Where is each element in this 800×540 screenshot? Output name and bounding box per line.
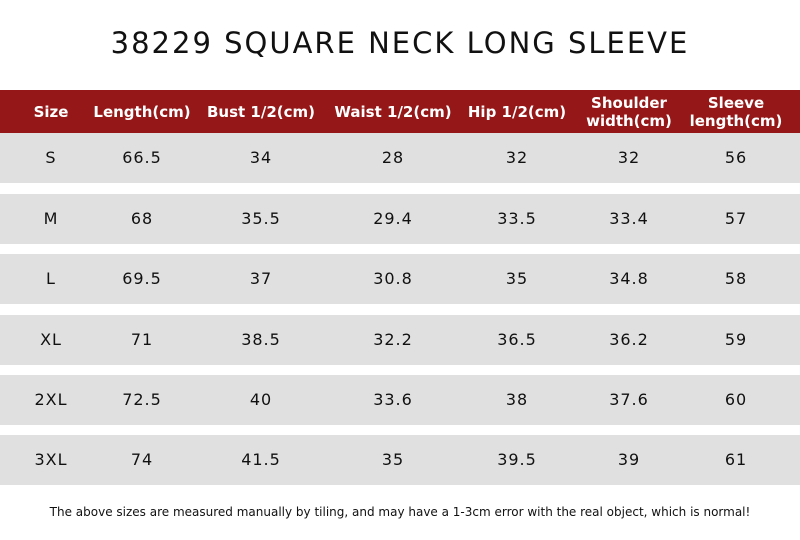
measurement-cell: 68 (130, 209, 154, 228)
size-cell: 2XL (34, 390, 68, 409)
column-header-text: Length(cm) (93, 102, 191, 121)
column-header-text: width(cm) (586, 111, 672, 130)
measurement-cell: 33.6 (373, 390, 413, 409)
column-header: Sleeve length(cm) (690, 94, 783, 130)
table-row: S 66.5 34 28 32 32 56 (0, 133, 800, 183)
table-row: 2XL 72.5 40 33.6 38 37.6 60 (0, 375, 800, 425)
measurement-cell: 72.5 (122, 390, 162, 409)
measurement-cell: 39 (617, 450, 641, 469)
measurement-cell: 35 (381, 450, 405, 469)
measurement-cell: 37 (249, 269, 273, 288)
column-header-text: Size (33, 102, 69, 121)
measurement-cell: 30.8 (373, 269, 413, 288)
column-header: Length(cm) (93, 103, 190, 121)
measurement-cell: 32 (617, 148, 641, 167)
measurement-cell: 38.5 (241, 330, 281, 349)
measurement-cell: 74 (130, 450, 154, 469)
column-header-text: Hip 1/2(cm) (467, 102, 567, 121)
column-header-text: Sleeve (707, 93, 765, 112)
table-header: Size Length(cm) Bust 1/2(cm) Waist 1/2(cm) H… (0, 90, 800, 133)
column-header: Size (34, 103, 69, 121)
column-header: Waist 1/2(cm) (334, 103, 451, 121)
measurement-note: The above sizes are measured manually by… (49, 505, 751, 519)
measurement-cell: 71 (130, 330, 154, 349)
measurement-cell: 41.5 (241, 450, 281, 469)
page-title: 38229 SQUARE NECK LONG SLEEVE (110, 26, 690, 60)
column-header: Bust 1/2(cm) (207, 103, 315, 121)
column-header-text: length(cm) (689, 111, 783, 130)
column-header-text: Shoulder (591, 93, 667, 112)
measurement-cell: 35 (505, 269, 529, 288)
table-row: 3XL 74 41.5 35 39.5 39 61 (0, 435, 800, 485)
table-row: M 68 35.5 29.4 33.5 33.4 57 (0, 194, 800, 244)
measurement-cell: 33.5 (497, 209, 537, 228)
measurement-cell: 34.8 (609, 269, 649, 288)
measurement-cell: 37.6 (609, 390, 649, 409)
measurement-cell: 58 (724, 269, 748, 288)
table-row: L 69.5 37 30.8 35 34.8 58 (0, 254, 800, 304)
measurement-cell: 40 (249, 390, 273, 409)
measurement-cell: 32.2 (373, 330, 413, 349)
column-header: Hip 1/2(cm) (468, 103, 566, 121)
column-header-text: Bust 1/2(cm) (206, 102, 316, 121)
size-cell: XL (40, 330, 62, 349)
measurement-cell: 29.4 (373, 209, 413, 228)
measurement-cell: 28 (381, 148, 405, 167)
size-cell: M (43, 209, 59, 228)
measurement-cell: 33.4 (609, 209, 649, 228)
table-row: XL 71 38.5 32.2 36.5 36.2 59 (0, 315, 800, 365)
measurement-cell: 39.5 (497, 450, 537, 469)
measurement-cell: 35.5 (241, 209, 281, 228)
column-header: Shoulder width(cm) (586, 94, 672, 130)
measurement-cell: 32 (505, 148, 529, 167)
measurement-cell: 56 (724, 148, 748, 167)
measurement-cell: 59 (724, 330, 748, 349)
measurement-cell: 66.5 (122, 148, 162, 167)
measurement-cell: 34 (249, 148, 273, 167)
size-cell: S (45, 148, 57, 167)
measurement-cell: 36.2 (609, 330, 649, 349)
measurement-cell: 36.5 (497, 330, 537, 349)
measurement-cell: 57 (724, 209, 748, 228)
measurement-cell: 69.5 (122, 269, 162, 288)
size-cell: L (46, 269, 56, 288)
measurement-cell: 38 (505, 390, 529, 409)
size-cell: 3XL (34, 450, 68, 469)
measurement-cell: 61 (724, 450, 748, 469)
measurement-cell: 60 (724, 390, 748, 409)
column-header-text: Waist 1/2(cm) (334, 102, 452, 121)
